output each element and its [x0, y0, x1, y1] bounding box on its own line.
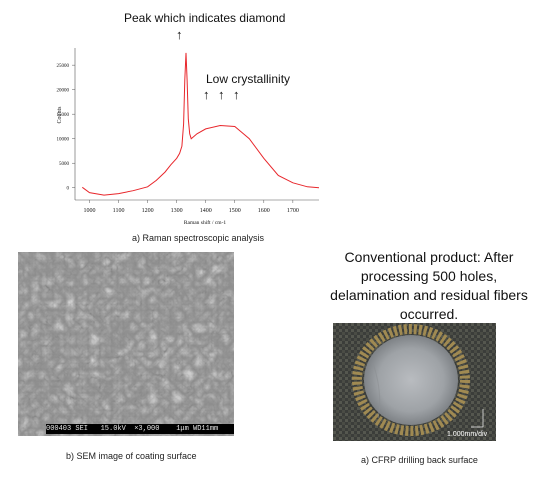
x-tick-label: 1000	[84, 208, 96, 214]
y-tick-label: 15000	[57, 113, 70, 118]
delamination-ring	[352, 324, 470, 436]
x-axis-label: Raman shift / cm-1	[184, 219, 227, 226]
raman-caption: a) Raman spectroscopic analysis	[132, 233, 265, 243]
x-tick-label: 1600	[258, 208, 270, 214]
low-crystallinity-annotation: Low crystallinity	[206, 72, 291, 86]
low-arrow-1: ↑	[203, 87, 210, 102]
peak-arrow: ↑	[176, 27, 183, 42]
x-tick-label: 1500	[229, 208, 241, 214]
x-tick-label: 1300	[171, 208, 183, 214]
raman-chart: 1000 1100 1200 1300 1400 1500 1600 1700 0 5000 100…	[57, 48, 320, 226]
drilled-hole	[364, 335, 458, 425]
x-tick-label: 1400	[200, 208, 212, 214]
peak-annotation: Peak which indicates diamond	[124, 11, 286, 25]
y-axis-label: Counts	[57, 106, 63, 124]
raman-spectrum-line	[82, 52, 320, 196]
y-tick-label: 25000	[57, 64, 70, 69]
x-tick-label: 1700	[287, 208, 299, 214]
low-arrow-2: ↑	[218, 87, 225, 102]
sem-caption: b) SEM image of coating surface	[66, 451, 197, 461]
cfrp-caption: a) CFRP drilling back surface	[361, 455, 478, 465]
y-tick-label: 0	[67, 187, 70, 192]
sem-image	[18, 252, 234, 436]
chart-axes	[74, 48, 319, 201]
low-arrow-3: ↑	[233, 87, 240, 102]
x-tick-label: 1200	[142, 208, 154, 214]
cfrp-scale-label: 1.000mm/div	[447, 431, 488, 438]
cfrp-image: 1.000mm/div	[333, 323, 496, 441]
y-tick-label: 20000	[57, 89, 70, 94]
cfrp-description: Conventional product: After processing 5…	[330, 249, 528, 322]
y-tick-label: 5000	[59, 162, 70, 167]
y-tick-label: 10000	[57, 138, 70, 143]
sem-info-bar: 000403 SEI 15.0kV ×3,000 1μm WD11mm	[46, 424, 234, 434]
x-tick-label: 1100	[113, 208, 125, 214]
